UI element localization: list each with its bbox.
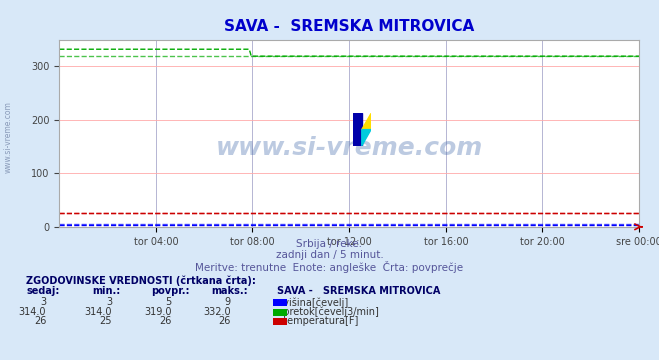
Text: zadnji dan / 5 minut.: zadnji dan / 5 minut. xyxy=(275,250,384,260)
Text: višina[čevelj]: višina[čevelj] xyxy=(277,297,348,307)
Text: 26: 26 xyxy=(159,316,171,327)
Polygon shape xyxy=(362,130,371,146)
Text: maks.:: maks.: xyxy=(211,286,248,296)
Text: SAVA -   SREMSKA MITROVICA: SAVA - SREMSKA MITROVICA xyxy=(277,286,440,296)
Text: www.si-vreme.com: www.si-vreme.com xyxy=(3,101,13,173)
Title: SAVA -  SREMSKA MITROVICA: SAVA - SREMSKA MITROVICA xyxy=(224,19,474,34)
Polygon shape xyxy=(362,113,371,130)
Text: min.:: min.: xyxy=(92,286,121,296)
Text: 26: 26 xyxy=(218,316,231,327)
Text: www.si-vreme.com: www.si-vreme.com xyxy=(215,136,483,160)
Text: sedaj:: sedaj: xyxy=(26,286,60,296)
Text: Srbija / reke.: Srbija / reke. xyxy=(297,239,362,249)
Text: pretok[čevelj3/min]: pretok[čevelj3/min] xyxy=(277,307,379,317)
Text: 3: 3 xyxy=(40,297,46,307)
Text: 9: 9 xyxy=(225,297,231,307)
Text: 3: 3 xyxy=(106,297,112,307)
Text: 332.0: 332.0 xyxy=(203,307,231,317)
Text: 5: 5 xyxy=(165,297,171,307)
Polygon shape xyxy=(353,113,362,146)
Text: 314.0: 314.0 xyxy=(18,307,46,317)
Text: 25: 25 xyxy=(100,316,112,327)
Text: temperatura[F]: temperatura[F] xyxy=(277,316,358,327)
Text: 26: 26 xyxy=(34,316,46,327)
Text: 319.0: 319.0 xyxy=(144,307,171,317)
Text: povpr.:: povpr.: xyxy=(152,286,190,296)
Text: Meritve: trenutne  Enote: angleške  Črta: povprečje: Meritve: trenutne Enote: angleške Črta: … xyxy=(196,261,463,273)
Text: 314.0: 314.0 xyxy=(84,307,112,317)
Text: ZGODOVINSKE VREDNOSTI (črtkana črta):: ZGODOVINSKE VREDNOSTI (črtkana črta): xyxy=(26,275,256,286)
